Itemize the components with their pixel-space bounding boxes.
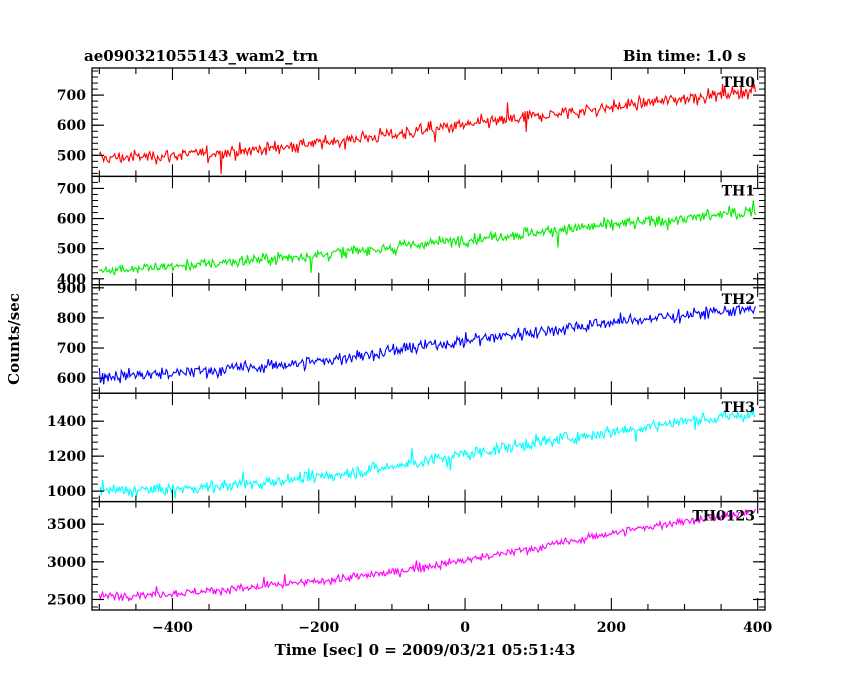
x-axis-label: Time [sec] 0 = 2009/03/21 05:51:43: [275, 641, 576, 659]
panel-frame: [91, 175, 766, 286]
y-tick-label: 400: [57, 272, 86, 288]
series-line-th3: [99, 408, 756, 499]
series-line-th0: [98, 83, 757, 174]
series-line-th2: [98, 304, 757, 385]
y-tick-label: 700: [57, 341, 86, 357]
x-tick-labels: −400 −200 0 200 400: [152, 620, 773, 636]
y-tick-label: 600: [57, 212, 86, 228]
panel-frame: [91, 500, 766, 611]
y-tick-label: 700: [57, 88, 86, 104]
x-tick-label: 400: [743, 620, 772, 636]
panel-frame: [91, 392, 766, 503]
y-tick-label: 1000: [47, 484, 86, 500]
panel-th0: 500 600 700 TH0: [57, 67, 766, 178]
y-tick-label: 800: [57, 311, 86, 327]
panel-label: TH3: [722, 400, 755, 416]
y-tick-label: 600: [57, 118, 86, 134]
y-tick-label: 2500: [47, 592, 86, 608]
y-tick-label: 600: [57, 371, 86, 387]
y-tick-label: 500: [57, 242, 86, 258]
series-line-th1: [98, 200, 757, 276]
y-tick-label: 900: [57, 281, 86, 297]
chart-subtitle: Bin time: 1.0 s: [623, 47, 746, 65]
x-tick-label: 200: [597, 620, 626, 636]
x-tick-label: 0: [460, 620, 470, 636]
series-line-th0123: [98, 508, 757, 603]
y-tick-label: 1200: [47, 449, 86, 465]
panel-label: TH0: [722, 75, 756, 91]
y-tick-label: 1400: [47, 414, 86, 430]
panel-label: TH0123: [692, 509, 755, 525]
panel-th2: 600 700 800 900 TH2: [57, 281, 766, 394]
x-tick-label: −200: [298, 620, 339, 636]
y-tick-label: 3000: [47, 555, 86, 571]
y-tick-label: 700: [57, 181, 86, 197]
panel-label: TH1: [722, 183, 755, 199]
panel-th1: 400 500 600 700 TH1: [57, 175, 766, 288]
panel-th0123: 2500 3000 3500 TH0123: [47, 500, 766, 611]
panel-label: TH2: [722, 292, 755, 308]
panel-th3: 1000 1200 1400 TH3: [47, 392, 766, 503]
chart-title: ae090321055143_wam2_trn: [84, 47, 318, 65]
x-tick-label: −400: [152, 620, 193, 636]
panel-frame: [91, 284, 766, 394]
y-tick-label: 3500: [47, 517, 86, 533]
y-axis-label: Counts/sec: [5, 293, 23, 385]
panels: 500 600 700 TH0 400 500 600 700 TH1 600 700 800 900 T…: [47, 67, 766, 611]
y-tick-label: 500: [57, 148, 86, 164]
